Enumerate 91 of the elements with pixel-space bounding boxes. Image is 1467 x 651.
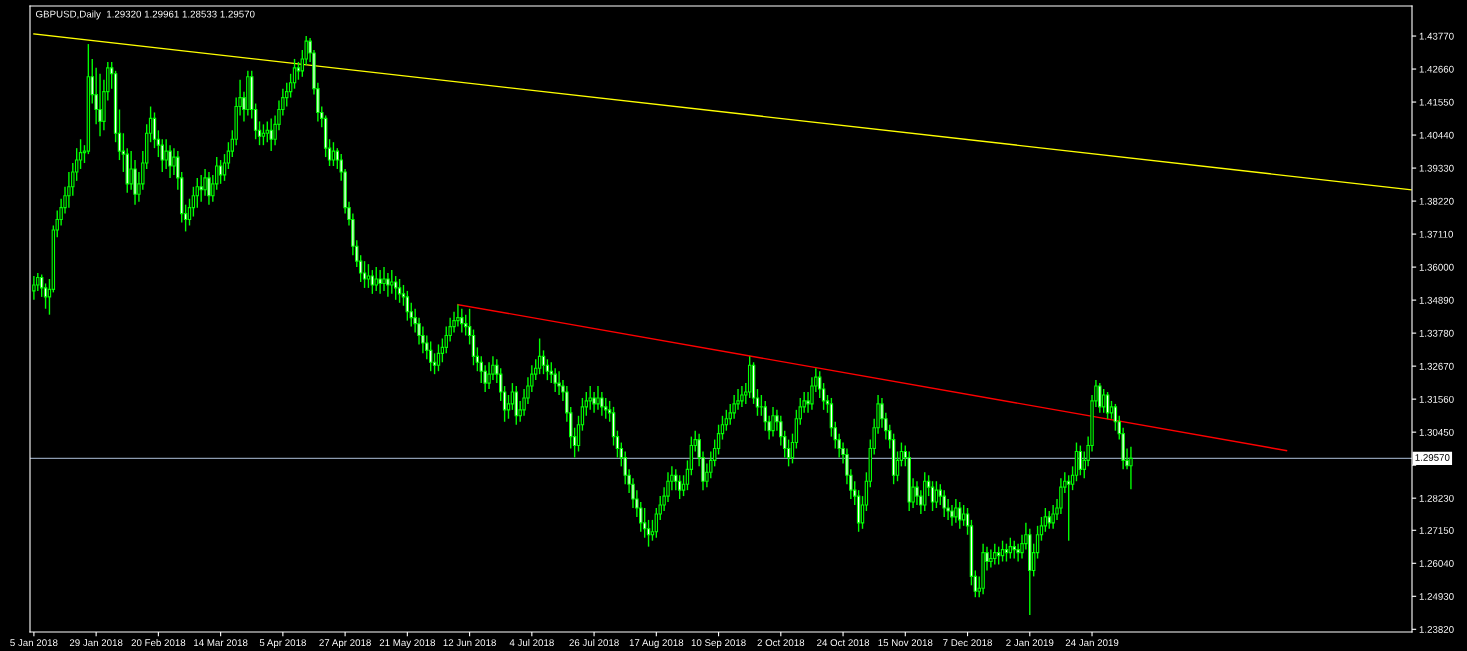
candlestick	[378, 269, 382, 295]
x-tick-label: 15 Nov 2018	[878, 639, 933, 647]
y-tick-label: 1.28230	[1419, 494, 1454, 502]
x-tick-label: 2 Jan 2019	[1006, 639, 1054, 647]
x-tick-label: 5 Apr 2018	[259, 639, 306, 649]
candlestick	[724, 409, 729, 432]
candlestick	[207, 171, 211, 206]
candlestick	[374, 266, 378, 292]
x-tick-label: 5 Jan 2018	[10, 639, 58, 647]
candlestick	[646, 519, 651, 548]
candlestick	[218, 159, 223, 185]
x-tick-label: 4 Jul 2018	[509, 638, 554, 647]
x-tick-label: 2 Oct 2018	[757, 639, 805, 647]
candlestick	[78, 138, 83, 170]
candlestick	[428, 340, 433, 372]
y-tick-label: 1.32670	[1419, 362, 1454, 370]
candlestick	[1129, 446, 1133, 490]
candlestick	[786, 438, 791, 468]
ref-line-label: 1.29570	[1415, 454, 1450, 461]
x-tick-label: 27 Apr 2018	[319, 639, 371, 649]
candlestick	[514, 385, 518, 426]
candlestick	[382, 266, 386, 292]
x-tick-label: 12 Jun 2018	[443, 639, 496, 647]
candlestick	[172, 147, 176, 176]
candlestick	[390, 269, 394, 295]
x-tick-label: 26 Jul 2018	[569, 638, 619, 647]
y-tick-label: 1.38220	[1419, 197, 1454, 205]
candlestick	[740, 385, 744, 408]
y-tick-label: 1.26040	[1419, 560, 1454, 567]
x-tick-label: 14 Mar 2018	[194, 639, 248, 647]
y-tick-label: 1.43770	[1419, 32, 1454, 40]
candlestick	[129, 150, 133, 191]
candlestick	[265, 120, 270, 143]
candlestick	[1066, 474, 1071, 542]
chart-title: GBPUSD,Daily 1.29320 1.29961 1.28533 1.29570	[36, 10, 255, 20]
candlestick	[958, 501, 962, 530]
x-tick-label: 17 Aug 2018	[629, 639, 684, 649]
candlestick	[1000, 540, 1005, 563]
candlestick	[331, 141, 336, 167]
y-tick-label: 1.34890	[1419, 296, 1454, 304]
candlestick	[362, 260, 367, 289]
candlestick	[771, 406, 775, 438]
candlestick	[989, 548, 993, 569]
x-tick-label: 24 Oct 2018	[817, 639, 870, 647]
candlestick	[393, 275, 398, 301]
candlestick	[222, 153, 227, 182]
candlestick	[506, 394, 511, 420]
x-tick-label: 10 Sep 2018	[691, 639, 746, 649]
y-tick-label: 1.42660	[1419, 65, 1454, 73]
candlestick	[1016, 542, 1020, 563]
candlestick	[596, 385, 600, 411]
y-tick-label: 1.23820	[1419, 626, 1454, 633]
y-tick-label: 1.31560	[1419, 395, 1454, 403]
candlestick	[397, 278, 402, 304]
candlestick	[269, 117, 273, 152]
y-tick-label: 1.36000	[1419, 263, 1454, 271]
x-tick-label: 21 May 2018	[379, 639, 436, 649]
candlestick	[370, 269, 375, 295]
candlestick	[432, 352, 437, 375]
candlestick	[164, 138, 168, 170]
candlestick	[923, 471, 927, 512]
candlestick	[1101, 388, 1106, 414]
x-tick-label: 24 Jan 2019	[1065, 639, 1119, 647]
candlestick	[335, 147, 340, 170]
y-tick-label: 1.33780	[1419, 329, 1454, 337]
x-tick-label: 7 Dec 2018	[943, 639, 992, 647]
candlestick	[642, 507, 647, 539]
x-tick-label: 20 Feb 2018	[131, 638, 186, 647]
candlestick	[938, 483, 943, 506]
y-tick-label: 1.39330	[1419, 164, 1454, 172]
candlestick	[954, 498, 958, 524]
candlestick	[677, 474, 682, 500]
y-tick-label: 1.24930	[1419, 593, 1454, 600]
candlestick	[199, 174, 203, 203]
y-tick-label: 1.37110	[1419, 230, 1453, 238]
candlestick	[440, 337, 445, 363]
y-tick-label: 1.27150	[1419, 527, 1454, 534]
y-tick-label: 1.30450	[1419, 428, 1454, 436]
candlestick	[460, 308, 464, 334]
candlestick	[1098, 382, 1102, 414]
y-tick-label: 1.40440	[1419, 131, 1454, 139]
candlestick	[545, 358, 550, 381]
candlestick	[261, 123, 266, 146]
candlestick	[961, 504, 966, 527]
candlestick	[541, 349, 546, 375]
candlestick	[32, 275, 36, 301]
candlestick	[934, 480, 939, 509]
candlestick	[366, 263, 371, 289]
x-tick-label: 29 Jan 2018	[69, 639, 123, 647]
candlestick	[993, 542, 997, 566]
y-tick-label: 1.41550	[1419, 98, 1454, 106]
